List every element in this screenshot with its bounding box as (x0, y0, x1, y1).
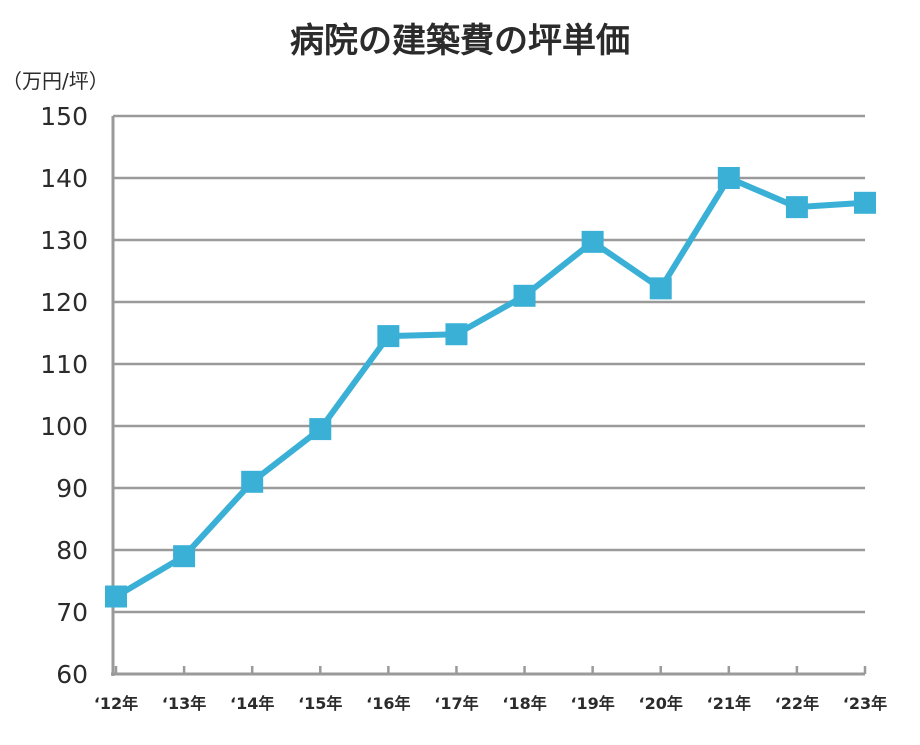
y-tick-labels: 60 70 80 90 100 110 120 130 140 150 (40, 102, 88, 689)
data-point-marker (445, 323, 468, 346)
y-tick-label: 140 (40, 164, 88, 193)
data-point-marker (581, 230, 604, 253)
data-point-marker (173, 545, 196, 568)
data-point-marker (649, 277, 672, 300)
data-point-marker (309, 418, 332, 441)
x-tick-label: ‘16年 (366, 694, 410, 713)
y-tick-label: 60 (56, 660, 88, 689)
x-tick-label: ‘18年 (502, 694, 546, 713)
data-point-marker (241, 470, 264, 493)
x-tick-label: ‘14年 (230, 694, 274, 713)
x-tick-label: ‘13年 (162, 694, 206, 713)
x-tick-label: ‘21年 (707, 694, 751, 713)
y-tick-label: 70 (56, 598, 88, 627)
y-tick-label: 90 (56, 474, 88, 503)
series-line (114, 175, 866, 600)
y-axis-unit-label: （万円/坪） (2, 69, 109, 93)
data-point-marker (717, 167, 740, 189)
x-tick-labels: ‘12年 ‘13年 ‘14年 ‘15年 ‘16年 ‘17年 ‘18年 ‘19年 ‘20年 ‘21年… (94, 694, 887, 713)
y-tick-label: 110 (40, 350, 88, 379)
data-point-marker (377, 325, 400, 348)
data-point-marker (513, 284, 536, 307)
x-tick-label: ‘23年 (843, 694, 887, 713)
y-tick-label: 100 (40, 412, 88, 441)
x-tick-label: ‘19年 (570, 694, 614, 713)
data-point-marker (105, 585, 127, 608)
y-tick-label: 150 (40, 102, 88, 131)
x-tick-label: ‘17年 (434, 694, 478, 713)
x-tick-label: ‘15年 (298, 694, 342, 713)
x-tick-label: ‘20年 (639, 694, 683, 713)
x-tick-label: ‘12年 (94, 694, 138, 713)
x-tick-label: ‘22年 (775, 694, 819, 713)
axes (111, 116, 867, 676)
chart-title: 病院の建築費の坪単価 (290, 21, 630, 61)
data-point-marker (785, 196, 808, 219)
gridlines (113, 114, 865, 614)
y-tick-label: 130 (40, 226, 88, 255)
data-point-marker (854, 191, 876, 214)
series (105, 167, 876, 608)
y-tick-label: 120 (40, 288, 88, 317)
y-tick-label: 80 (56, 536, 88, 565)
